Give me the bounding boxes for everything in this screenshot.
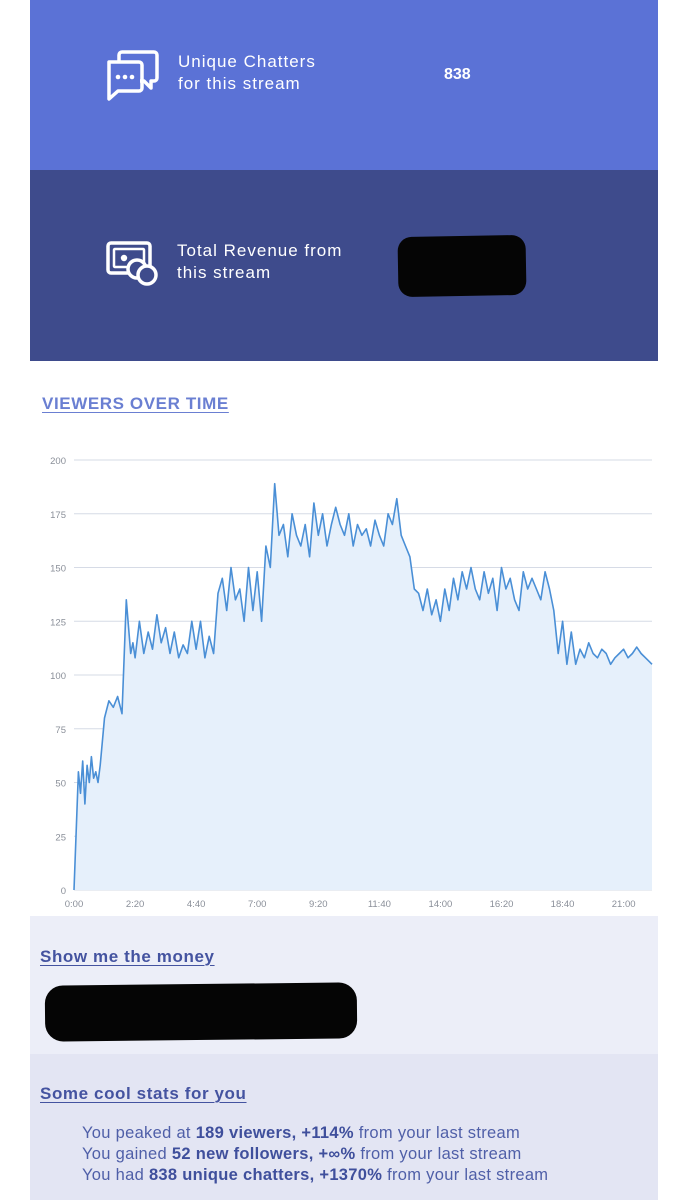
show-me-the-money-title[interactable]: Show me the money bbox=[40, 947, 215, 966]
x-tick-label: 4:40 bbox=[187, 899, 206, 910]
y-tick-label: 50 bbox=[55, 779, 66, 790]
money-redaction bbox=[44, 982, 358, 1042]
unique-chatters-label: Unique Chatters for this stream bbox=[178, 52, 316, 93]
total-revenue-panel: Total Revenue from this stream bbox=[30, 170, 658, 361]
x-tick-label: 11:40 bbox=[368, 899, 391, 910]
stat-unique-chatters: You had 838 unique chatters, +1370% from… bbox=[82, 1166, 549, 1184]
y-tick-label: 100 bbox=[50, 671, 66, 682]
money-coins-icon bbox=[106, 241, 158, 286]
viewers-over-time-chart: 0 25 50 75 100 125 150 175 200 0:00 2:20 4:40 7:00 9:… bbox=[50, 456, 653, 910]
y-tick-label: 75 bbox=[55, 725, 66, 736]
stat-new-followers: You gained 52 new followers, +∞% from yo… bbox=[82, 1145, 522, 1163]
stat-peak-viewers: You peaked at 189 viewers, +114% from yo… bbox=[82, 1124, 520, 1142]
x-tick-label: 7:00 bbox=[248, 899, 267, 910]
x-tick-label: 9:20 bbox=[309, 899, 328, 910]
cool-stats-section bbox=[30, 1054, 658, 1200]
y-tick-label: 200 bbox=[50, 456, 66, 467]
viewers-over-time-title[interactable]: VIEWERS OVER TIME bbox=[42, 394, 229, 413]
revenue-redaction bbox=[397, 234, 527, 298]
x-tick-label: 18:40 bbox=[551, 899, 575, 910]
total-revenue-label: Total Revenue from this stream bbox=[177, 241, 343, 282]
y-tick-label: 150 bbox=[50, 564, 66, 575]
y-tick-label: 175 bbox=[50, 510, 66, 521]
x-tick-label: 21:00 bbox=[612, 899, 636, 910]
x-tick-label: 2:20 bbox=[126, 899, 145, 910]
x-tick-label: 16:20 bbox=[490, 899, 514, 910]
x-tick-label: 14:00 bbox=[429, 899, 453, 910]
chat-bubbles-icon bbox=[107, 50, 159, 101]
x-tick-label: 0:00 bbox=[65, 899, 84, 910]
unique-chatters-value: 838 bbox=[444, 66, 471, 83]
y-tick-label: 25 bbox=[55, 832, 66, 843]
y-tick-label: 125 bbox=[50, 617, 66, 628]
cool-stats-title[interactable]: Some cool stats for you bbox=[40, 1084, 247, 1103]
viewers-line bbox=[73, 482, 653, 891]
unique-chatters-panel: Unique Chatters for this stream 838 bbox=[30, 0, 658, 170]
viewers-area bbox=[74, 483, 652, 890]
y-tick-label: 0 bbox=[61, 886, 66, 897]
